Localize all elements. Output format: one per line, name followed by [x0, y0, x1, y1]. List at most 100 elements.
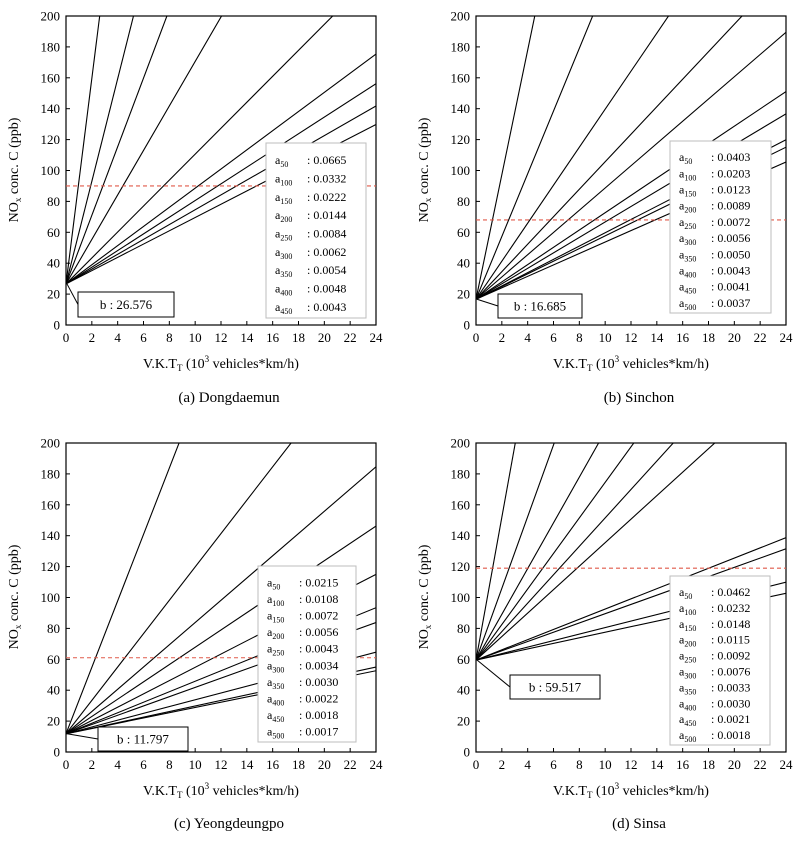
legend-entry: a450: 0.0043: [275, 300, 346, 316]
legend-entry: a50: 0.0215: [267, 575, 338, 591]
x-axis-label: V.K.TT (103 vehicles*km/h): [553, 354, 709, 373]
intercept-box: [97, 726, 189, 752]
x-tick-label: 12: [625, 757, 638, 772]
x-tick-label: 6: [140, 757, 147, 772]
x-tick-label: 14: [650, 330, 664, 345]
series-line-a350: [66, 83, 376, 285]
legend-entry: a350: 0.0033: [679, 680, 750, 696]
x-tick-label: 24: [370, 757, 384, 772]
x-tick-label: 14: [650, 757, 664, 772]
x-tick-label: 4: [114, 757, 121, 772]
legend-entry: a300: 0.0062: [275, 245, 346, 261]
x-tick-label: 14: [240, 330, 254, 345]
x-tick-label: 22: [344, 757, 357, 772]
series-line-a100: [476, 443, 555, 661]
y-tick-label: 100: [451, 590, 471, 605]
y-tick-label: 80: [47, 194, 60, 209]
intercept-label: b : 26.576: [100, 297, 153, 312]
x-tick-label: 2: [499, 330, 506, 345]
y-axis-label: NOx conc. C (ppb): [7, 544, 23, 649]
series-line-a150: [476, 16, 670, 300]
y-tick-label: 180: [451, 39, 471, 54]
y-tick-label: 160: [451, 70, 471, 85]
x-tick-label: 2: [89, 330, 96, 345]
y-tick-label: 180: [41, 39, 61, 54]
x-tick-label: 4: [524, 757, 531, 772]
x-tick-label: 8: [166, 330, 173, 345]
legend-entry: a150: 0.0148: [679, 617, 750, 633]
x-axis-label: V.K.TT (103 vehicles*km/h): [553, 781, 709, 800]
y-tick-label: 200: [451, 436, 471, 451]
panel-caption: (b) Sinchon: [604, 390, 675, 406]
y-tick-label: 180: [41, 466, 61, 481]
x-tick-label: 22: [754, 330, 767, 345]
series-line-a200: [66, 16, 223, 285]
y-tick-label: 0: [464, 318, 471, 333]
y-tick-label: 140: [451, 528, 471, 543]
x-axis-label: V.K.TT (103 vehicles*km/h): [143, 354, 299, 373]
y-tick-label: 60: [47, 225, 60, 240]
x-tick-label: 6: [140, 330, 147, 345]
coefficient-legend: [669, 140, 772, 314]
panel-caption: (d) Sinsa: [612, 816, 666, 832]
legend-entry: a400: 0.0022: [267, 692, 338, 708]
x-tick-label: 22: [344, 330, 357, 345]
intercept-leader: [66, 283, 79, 305]
x-tick-label: 24: [780, 757, 794, 772]
intercept-label: b : 11.797: [117, 732, 169, 747]
legend-entry: a50: 0.0665: [275, 153, 346, 169]
x-tick-label: 2: [499, 757, 506, 772]
y-tick-label: 20: [47, 714, 60, 729]
series-line-a400: [66, 105, 376, 285]
legend-entry: a300: 0.0076: [679, 664, 750, 680]
y-tick-label: 100: [41, 590, 61, 605]
legend-entry: a150: 0.0123: [679, 183, 750, 199]
x-tick-label: 16: [676, 330, 690, 345]
legend-entry: a250: 0.0092: [679, 649, 750, 665]
legend-entry: a500: 0.0037: [679, 296, 750, 312]
x-tick-label: 10: [189, 757, 202, 772]
y-tick-label: 120: [451, 559, 471, 574]
x-tick-label: 18: [702, 330, 715, 345]
y-tick-label: 160: [41, 497, 61, 512]
y-tick-label: 200: [451, 9, 471, 24]
x-tick-label: 8: [576, 330, 583, 345]
legend-entry: a250: 0.0084: [275, 227, 346, 243]
legend-entry: a450: 0.0018: [267, 708, 338, 724]
series-line-a100: [66, 443, 292, 735]
legend-entry: a250: 0.0072: [679, 215, 750, 231]
x-tick-label: 0: [473, 330, 480, 345]
x-tick-label: 16: [676, 757, 690, 772]
x-tick-label: 14: [240, 757, 254, 772]
x-tick-label: 0: [473, 757, 480, 772]
y-tick-label: 40: [457, 256, 470, 271]
intercept-leader: [476, 298, 499, 307]
x-tick-label: 18: [292, 757, 305, 772]
x-tick-label: 12: [625, 330, 638, 345]
y-tick-label: 40: [457, 683, 470, 698]
series-line-a100: [66, 16, 135, 285]
coefficient-legend: [669, 575, 771, 746]
legend-entry: a250: 0.0043: [267, 642, 338, 658]
y-tick-label: 0: [54, 745, 61, 760]
legend-entry: a450: 0.0021: [679, 712, 750, 728]
x-tick-label: 20: [318, 330, 331, 345]
y-tick-label: 80: [457, 621, 470, 636]
panel-caption: (c) Yeongdeungpo: [174, 816, 284, 832]
y-axis-label: NOx conc. C (ppb): [7, 117, 23, 222]
y-tick-label: 100: [451, 163, 471, 178]
legend-entry: a200: 0.0056: [267, 625, 338, 641]
x-axis-label: V.K.TT (103 vehicles*km/h): [143, 781, 299, 800]
x-tick-label: 20: [728, 330, 741, 345]
legend-entry: a350: 0.0054: [275, 263, 346, 279]
y-tick-label: 160: [41, 70, 61, 85]
y-tick-label: 180: [451, 466, 471, 481]
x-tick-label: 24: [780, 330, 794, 345]
y-tick-label: 40: [47, 256, 60, 271]
series-line-a250: [476, 443, 674, 661]
y-tick-label: 200: [41, 9, 61, 24]
x-tick-label: 8: [576, 757, 583, 772]
